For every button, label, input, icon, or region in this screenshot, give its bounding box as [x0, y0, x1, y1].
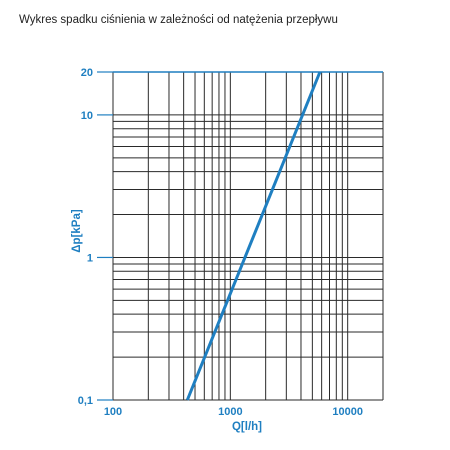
x-tick-label: 1000 [218, 406, 242, 418]
y-axis-title: Δp[kPa] [71, 209, 83, 253]
y-tick-label: 10 [81, 110, 93, 122]
y-tick-label: 20 [81, 67, 93, 79]
series-line [185, 71, 322, 401]
y-tick-label: 0,1 [78, 395, 93, 407]
page-title: Wykres spadku ciśnienia w zależności od … [19, 14, 338, 26]
x-tick-label: 10000 [332, 406, 363, 418]
series-layer [185, 71, 322, 401]
x-tick-label: 100 [104, 406, 122, 418]
x-axis-title: Q[l/h] [232, 421, 262, 433]
y-tick-label: 1 [87, 252, 93, 264]
grid-lines [97, 71, 384, 401]
tick-labels: 100 1000 10000 0,1 1 10 20 [78, 67, 363, 418]
